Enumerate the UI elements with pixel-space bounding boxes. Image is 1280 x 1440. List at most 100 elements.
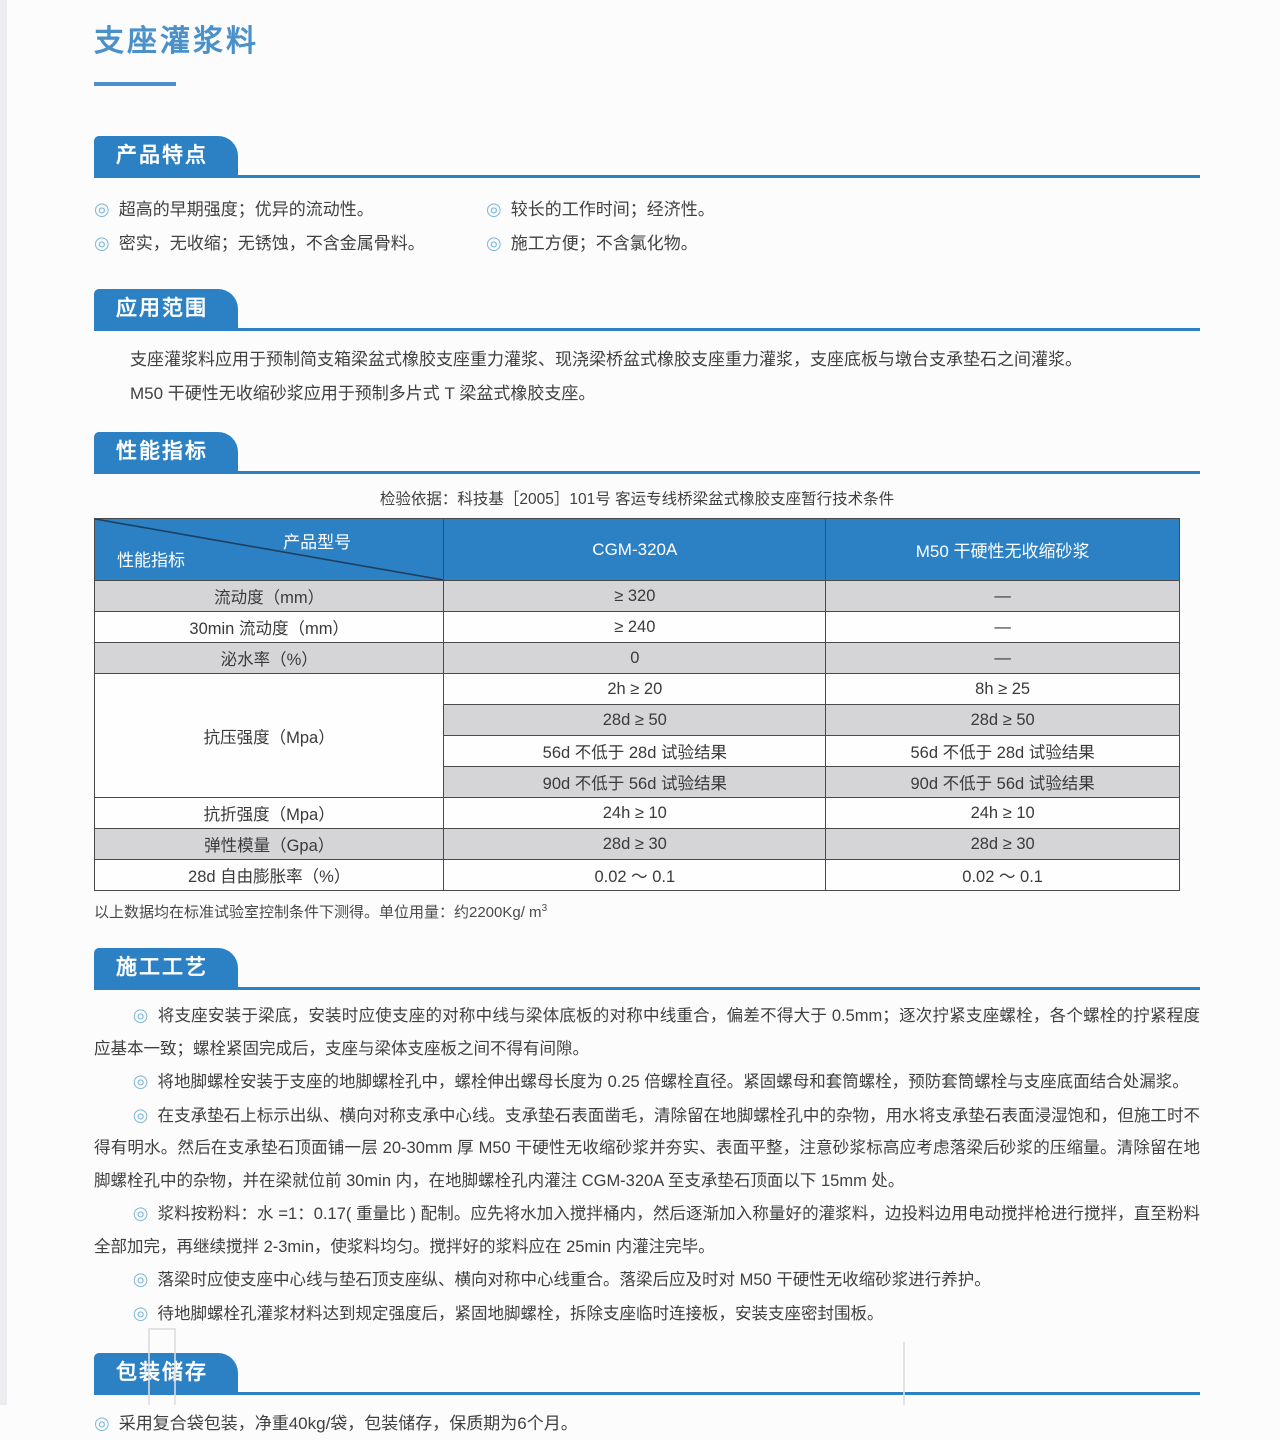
construction-step: ◎ 将地脚螺栓安装于支座的地脚螺栓孔中，螺栓伸出螺母长度为 0.25 倍螺栓直径。… — [94, 1065, 1200, 1099]
row-label: 泌水率（%） — [93, 642, 445, 674]
footnote-text: 以上数据均在标准试验室控制条件下测得。单位用量：约2200Kg/ m — [94, 904, 542, 921]
bullet-icon: ◎ — [132, 1005, 149, 1025]
bullet-icon: ◎ — [132, 1302, 149, 1323]
table-header-row: 产品型号 性能指标 CGM-320A M50 干硬性无收缩砂浆 — [93, 518, 1180, 581]
table-corner-cell: 产品型号 性能指标 — [93, 518, 445, 581]
table-row: 抗折强度（Mpa） 24h ≥ 10 24h ≥ 10 — [93, 797, 1180, 829]
construction-step: ◎ 待地脚螺栓孔灌浆材料达到规定强度后，紧固地脚螺栓，拆除支座临时连接板，安装支座… — [94, 1297, 1200, 1331]
feature-text: 超高的早期强度；优异的流动性。 — [118, 200, 374, 219]
cell-value: 56d 不低于 28d 试验结果 — [443, 735, 827, 767]
table-row: 28d 自由膨胀率（%） 0.02 ～ 0.1 0.02 ～ 0.1 — [93, 859, 1180, 891]
bullet-icon: ◎ — [486, 199, 502, 219]
step-text: 将支座安装于梁底，安装时应使支座的对称中线与梁体底板的对称中线重合，偏差不得大于… — [94, 1007, 1200, 1058]
feature-text: 较长的工作时间；经济性。 — [510, 200, 715, 219]
section-header-features: 产品特点 — [94, 136, 1200, 178]
column-header-m50: M50 干硬性无收缩砂浆 — [825, 518, 1180, 581]
row-label: 弹性模量（Gpa） — [93, 828, 445, 860]
table-row: 抗压强度（Mpa） 2h ≥ 20 8h ≥ 25 — [93, 673, 1180, 798]
list-item: ◎ 超高的早期强度；优异的流动性。 — [94, 193, 486, 226]
section-header-performance: 性能指标 — [94, 432, 1200, 474]
construction-step: ◎ 落梁时应使支座中心线与垫石顶支座纵、横向对称中心线重合。落梁后应及时对 M50… — [94, 1263, 1200, 1297]
feature-text: 密实，无收缩；无锈蚀，不含金属骨料。 — [118, 234, 425, 253]
table-row: 弹性模量（Gpa） 28d ≥ 30 28d ≥ 30 — [93, 828, 1180, 860]
title-underline — [94, 82, 176, 86]
section-tab-packaging: 包装储存 — [94, 1353, 238, 1392]
feature-text: 施工方便；不含氯化物。 — [510, 234, 698, 253]
row-label: 28d 自由膨胀率（%） — [93, 859, 445, 891]
cell-value: 8h ≥ 25 — [825, 673, 1180, 705]
bullet-icon: ◎ — [94, 199, 110, 219]
column-header-cgm320a: CGM-320A — [443, 518, 827, 581]
cell-value: 0.02 ～ 0.1 — [443, 859, 827, 891]
list-item: ◎ 较长的工作时间；经济性。 — [486, 193, 1200, 226]
features-list: ◎ 超高的早期强度；优异的流动性。 ◎ 较长的工作时间；经济性。 ◎ 密实，无收缩；无… — [94, 193, 1200, 260]
cell-value: 28d ≥ 30 — [443, 828, 827, 860]
packaging-list: ◎ 采用复合袋包装，净重40kg/袋，包装储存，保质期为6个月。 — [94, 1407, 1200, 1440]
list-item: ◎ 施工方便；不含氯化物。 — [486, 227, 1200, 260]
row-label: 抗折强度（Mpa） — [93, 797, 445, 829]
section-header-application: 应用范围 — [94, 289, 1200, 331]
test-basis-note: 检验依据：科技基［2005］101号 客运专线桥梁盆式橡胶支座暂行技术条件 — [379, 491, 895, 508]
step-text: 在支承垫石上标示出纵、横向对称支承中心线。支承垫石表面凿毛，清除留在地脚螺栓孔中… — [94, 1106, 1200, 1190]
cell-value: ≥ 320 — [443, 580, 827, 612]
cell-value: 0 — [443, 642, 827, 674]
step-text: 待地脚螺栓孔灌浆材料达到规定强度后，紧固地脚螺栓，拆除支座临时连接板，安装支座密… — [157, 1304, 884, 1323]
footnote-superscript: 3 — [541, 903, 548, 914]
step-text: 将地脚螺栓安装于支座的地脚螺栓孔中，螺栓伸出螺母长度为 0.25 倍螺栓直径。紧… — [157, 1073, 1189, 1091]
packaging-text: 采用复合袋包装，净重40kg/袋，包装储存，保质期为6个月。 — [118, 1414, 578, 1433]
cell-value: 24h ≥ 10 — [825, 797, 1180, 829]
page-title: 支座灌浆料 — [94, 25, 259, 58]
cell-value: 28d ≥ 50 — [443, 704, 827, 736]
corner-label-performance-index: 性能指标 — [117, 551, 185, 570]
table-row: 90d 不低于 56d 试验结果 90d 不低于 56d 试验结果 — [95, 766, 1180, 798]
cell-value: 90d 不低于 56d 试验结果 — [443, 766, 827, 798]
construction-steps: ◎ 将支座安装于梁底，安装时应使支座的对称中线与梁体底板的对称中线重合，偏差不得大… — [94, 999, 1200, 1330]
step-text: 浆料按粉料：水 =1：0.17( 重量比 ) 配制。应先将水加入搅拌桶内，然后逐… — [94, 1205, 1200, 1256]
application-paragraph: 支座灌浆料应用于预制简支箱梁盆式橡胶支座重力灌浆、现浇梁桥盆式橡胶支座重力灌浆，… — [94, 343, 1200, 411]
section-tab-construction: 施工工艺 — [94, 948, 238, 987]
cell-value: 90d 不低于 56d 试验结果 — [825, 766, 1180, 798]
list-item: ◎ 采用复合袋包装，净重40kg/袋，包装储存，保质期为6个月。 — [94, 1407, 1200, 1440]
cell-value: 0.02 ～ 0.1 — [825, 859, 1180, 891]
construction-step: ◎ 在支承垫石上标示出纵、横向对称支承中心线。支承垫石表面凿毛，清除留在地脚螺栓孔… — [94, 1099, 1200, 1198]
faint-watermark-shape — [148, 1328, 176, 1405]
bullet-icon: ◎ — [486, 233, 502, 253]
table-row: 30min 流动度（mm） ≥ 240 — — [93, 611, 1180, 643]
construction-step: ◎ 将支座安装于梁底，安装时应使支座的对称中线与梁体底板的对称中线重合，偏差不得大… — [94, 999, 1200, 1065]
cell-value: 28d ≥ 50 — [825, 704, 1180, 736]
cell-value: 56d 不低于 28d 试验结果 — [825, 735, 1180, 767]
cell-value: ≥ 240 — [443, 611, 827, 643]
bullet-icon: ◎ — [132, 1203, 149, 1223]
cell-value: — — [825, 642, 1180, 674]
section-header-packaging: 包装储存 — [94, 1353, 1200, 1395]
cell-value: — — [825, 580, 1180, 612]
table-row: 56d 不低于 28d 试验结果 56d 不低于 28d 试验结果 — [95, 735, 1180, 767]
row-label: 流动度（mm） — [93, 580, 445, 612]
cell-value: 2h ≥ 20 — [443, 673, 827, 705]
section-header-construction: 施工工艺 — [94, 948, 1200, 990]
application-line: 支座灌浆料应用于预制简支箱梁盆式橡胶支座重力灌浆、现浇梁桥盆式橡胶支座重力灌浆，… — [130, 350, 1082, 369]
table-row: 流动度（mm） ≥ 320 — — [93, 580, 1180, 612]
section-tab-features: 产品特点 — [94, 136, 238, 175]
row-label-compressive-strength: 抗压强度（Mpa） — [93, 673, 445, 798]
faint-watermark-line — [903, 1342, 905, 1405]
bullet-icon: ◎ — [94, 233, 110, 253]
diagonal-divider — [95, 519, 443, 580]
corner-label-product-model: 产品型号 — [283, 533, 352, 552]
section-tab-performance: 性能指标 — [94, 432, 238, 471]
application-line: M50 干硬性无收缩砂浆应用于预制多片式 T 梁盆式橡胶支座。 — [130, 384, 596, 403]
row-label: 30min 流动度（mm） — [93, 611, 445, 643]
step-text: 落梁时应使支座中心线与垫石顶支座纵、横向对称中心线重合。落梁后应及时对 M50 … — [157, 1271, 991, 1289]
performance-table: 产品型号 性能指标 CGM-320A M50 干硬性无收缩砂浆 流动度（mm） … — [93, 518, 1180, 891]
construction-step: ◎ 浆料按粉料：水 =1：0.17( 重量比 ) 配制。应先将水加入搅拌桶内，然后… — [94, 1197, 1200, 1263]
cell-value: — — [825, 611, 1180, 643]
bullet-icon: ◎ — [94, 1413, 110, 1433]
cell-value: 24h ≥ 10 — [443, 797, 827, 829]
cell-value: 28d ≥ 30 — [825, 828, 1180, 860]
bullet-icon: ◎ — [132, 1071, 149, 1091]
section-tab-application: 应用范围 — [94, 289, 238, 328]
bullet-icon: ◎ — [132, 1269, 149, 1289]
table-footnote: 以上数据均在标准试验室控制条件下测得。单位用量：约2200Kg/ m3 — [94, 901, 1200, 922]
table-row: 泌水率（%） 0 — — [93, 642, 1180, 674]
